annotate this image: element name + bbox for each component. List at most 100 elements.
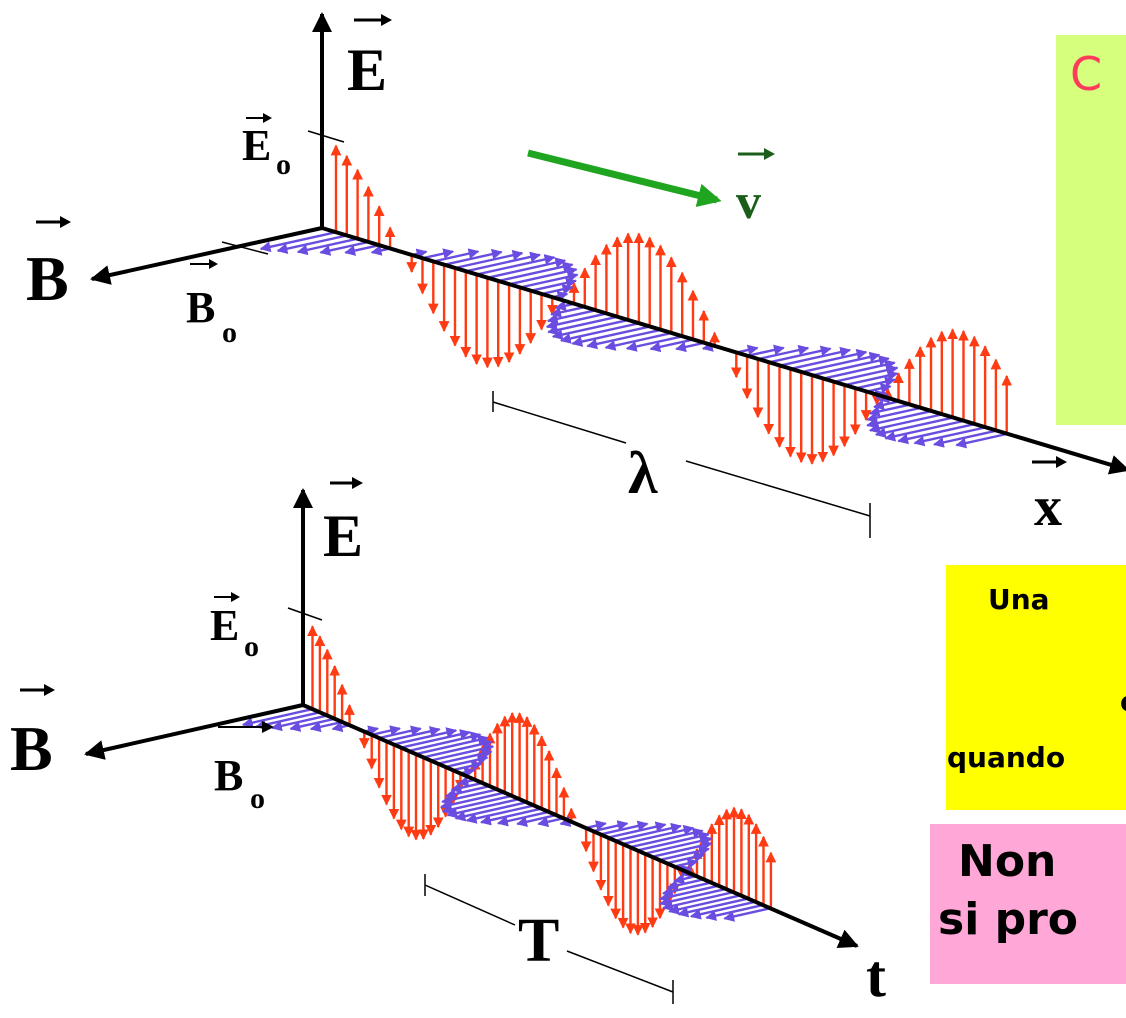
bottom-e-axis-vector-arrow [330, 477, 363, 489]
svg-text:o: o [250, 782, 265, 815]
bottom-b-vector [386, 726, 441, 743]
bottom-b-amplitude-label: B o [214, 721, 274, 815]
svg-text:B: B [214, 751, 243, 800]
bottom-b-vector [393, 727, 458, 746]
top-b-vector [913, 426, 986, 447]
pink-info-box: Non si pro [930, 824, 1126, 984]
top-b-vector [868, 403, 910, 417]
top-electric-field-vectors [330, 144, 1013, 465]
top-b-vector [319, 240, 369, 256]
top-b-axis [90, 226, 323, 285]
bottom-b-vector [516, 813, 557, 828]
bottom-b-vector [593, 820, 629, 833]
top-b-amplitude-tick [221, 241, 269, 255]
svg-text:o: o [222, 316, 237, 349]
top-b-amplitude-label: B o [186, 259, 237, 349]
bottom-b-vector [408, 731, 482, 753]
bottom-b-vector [661, 881, 713, 897]
bottom-b-vector [667, 851, 706, 865]
top-b-vector [746, 344, 785, 358]
bottom-b-vector [659, 845, 710, 862]
top-b-vector [811, 355, 890, 377]
bottom-b-vector [241, 707, 313, 728]
top-b-vector [779, 346, 852, 367]
top-b-vector [476, 254, 556, 276]
top-b-vector [649, 338, 694, 353]
top-b-vector [550, 305, 586, 318]
bottom-b-vector [585, 820, 607, 831]
yellow-box-line-1: Una [988, 583, 1050, 616]
wavelength-label: λ [628, 440, 658, 506]
bottom-b-vector [600, 820, 649, 836]
top-e-amplitude-label: E o [242, 113, 291, 181]
bottom-b-axis-label: B [10, 713, 53, 784]
top-b-vector [276, 234, 348, 254]
top-b-vector [822, 359, 896, 380]
top-e-axis-vector-arrow [354, 14, 392, 26]
yellow-box-line-2: o [1120, 685, 1126, 718]
top-b-axis-vector-arrow [36, 216, 71, 228]
bottom-b-vector [630, 827, 704, 849]
velocity-label: v [736, 173, 761, 229]
bottom-b-vector [644, 835, 713, 855]
pink-box-line-1: Non [958, 836, 1057, 887]
top-b-vector [790, 348, 868, 371]
top-b-vector [897, 423, 975, 445]
bottom-b-axis-vector-arrow [20, 684, 55, 696]
bottom-b-vector [674, 858, 699, 869]
bottom-e-axis-label: E [323, 503, 363, 569]
bottom-b-vector [289, 717, 335, 732]
top-b-vector [454, 249, 524, 270]
bottom-b-vector [723, 906, 772, 922]
bottom-b-vector [608, 821, 667, 839]
bottom-b-vector [666, 878, 705, 891]
top-b-vector [757, 344, 810, 361]
top-b-vector [800, 351, 881, 374]
green-box-text: C [1070, 47, 1103, 101]
top-b-vector [508, 266, 578, 286]
top-b-vector [422, 248, 455, 260]
top-b-vector [497, 261, 574, 283]
bottom-t-axis [302, 703, 859, 948]
bottom-e-amplitude-label: E o [210, 592, 259, 663]
x-axis-vector-arrow [1032, 456, 1067, 468]
period-bracket [424, 874, 674, 1004]
bottom-magnetic-field-vectors [241, 707, 772, 922]
x-axis-label: x [1034, 476, 1062, 538]
svg-text:E: E [210, 601, 239, 650]
bottom-b-vector [444, 784, 491, 800]
bottom-b-vector [637, 831, 710, 852]
bottom-wave: E E o B B o T t [10, 477, 886, 1009]
svg-text:o: o [276, 148, 291, 181]
bottom-b-vector [480, 807, 542, 826]
wavelength-bracket [492, 391, 871, 538]
top-b-vector [530, 277, 577, 292]
top-e-amplitude-tick [307, 130, 345, 143]
top-b-vector [545, 312, 607, 330]
green-info-box: C [1056, 35, 1126, 425]
top-b-vector [541, 284, 574, 296]
top-b-vector [519, 271, 579, 289]
bottom-b-axis [84, 703, 304, 760]
top-b-vector [465, 251, 541, 273]
top-magnetic-field-vectors [259, 231, 1007, 449]
top-b-vector [675, 341, 705, 353]
bottom-b-vector [371, 725, 401, 736]
bottom-b-vector [415, 734, 489, 756]
bottom-e-amplitude-tick [287, 607, 323, 621]
bottom-b-vector [615, 822, 682, 842]
svg-text:B: B [186, 283, 215, 332]
top-x-axis [321, 226, 1126, 475]
top-b-vector [443, 248, 503, 266]
svg-text:E: E [242, 121, 271, 170]
top-e-axis-label: E [347, 37, 387, 103]
svg-text:o: o [244, 630, 259, 663]
top-b-vector [586, 328, 661, 350]
top-b-vector [873, 399, 899, 411]
top-b-vector [546, 309, 596, 325]
bottom-b-vector [378, 725, 422, 740]
top-b-vector [844, 370, 899, 387]
t-axis-label: t [866, 943, 886, 1009]
bottom-b-vector [465, 804, 535, 824]
bottom-b-vector [452, 760, 483, 772]
